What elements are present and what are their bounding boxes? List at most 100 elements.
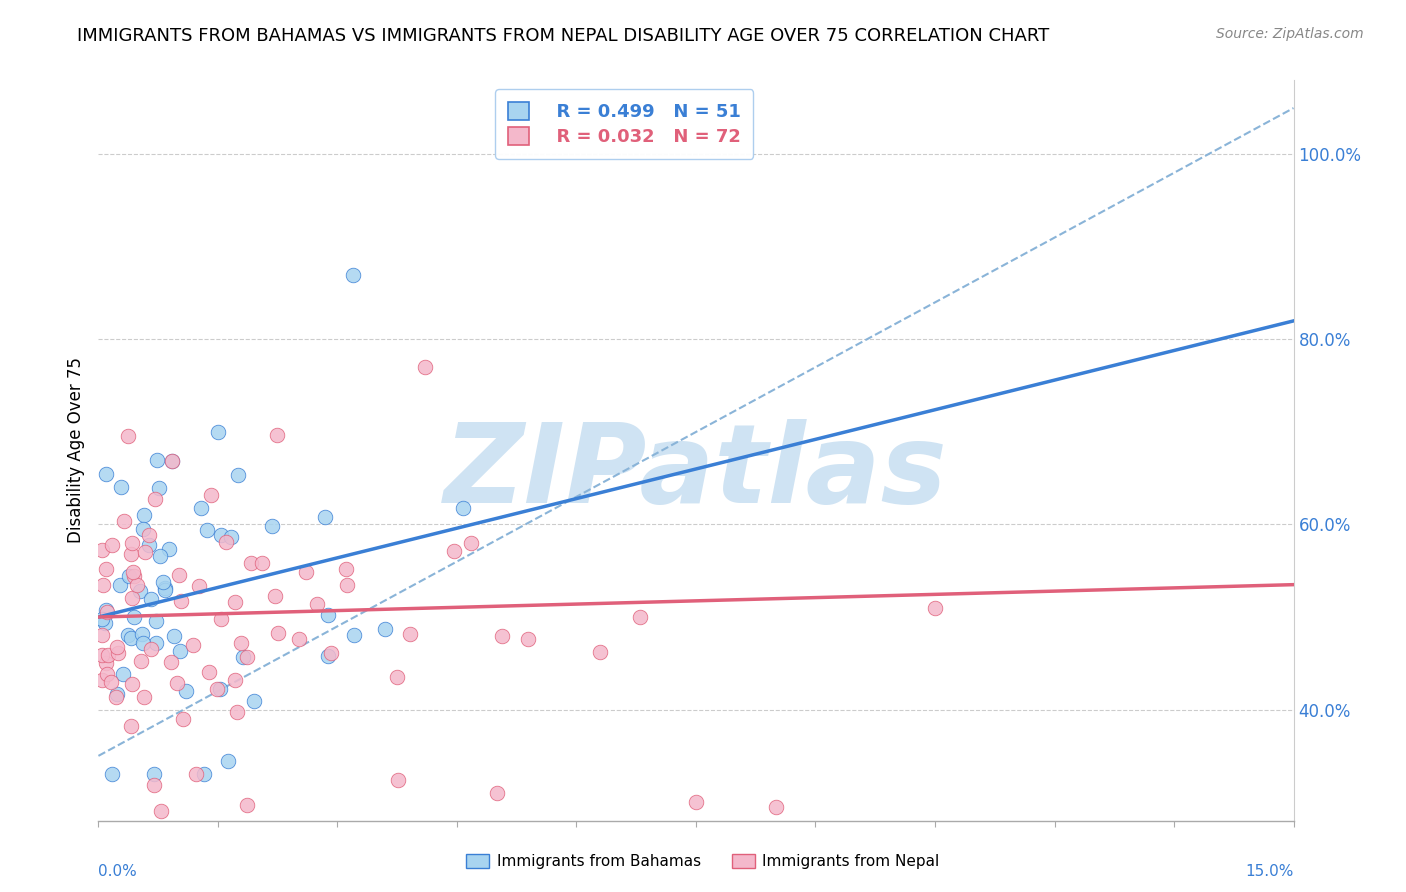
- Text: ZIPatlas: ZIPatlas: [444, 419, 948, 526]
- Point: [163, 628, 186, 642]
- Point: [589, 645, 612, 659]
- Point: [131, 636, 153, 650]
- Point: [91, 612, 114, 626]
- Point: [121, 677, 143, 691]
- Point: [209, 528, 232, 542]
- Point: [94, 467, 117, 481]
- Point: [167, 568, 190, 582]
- Point: [398, 627, 420, 641]
- Point: [224, 673, 246, 687]
- Point: [157, 541, 180, 556]
- Point: [190, 501, 212, 516]
- Point: [122, 565, 145, 579]
- Point: [215, 535, 238, 549]
- Point: [198, 665, 221, 679]
- Point: [169, 644, 191, 658]
- Point: [174, 683, 197, 698]
- Point: [148, 481, 170, 495]
- Point: [295, 565, 318, 579]
- Point: [453, 500, 475, 515]
- Point: [101, 538, 124, 552]
- Point: [316, 607, 339, 622]
- Point: [267, 625, 290, 640]
- Point: [336, 578, 359, 592]
- Y-axis label: Disability Age Over 75: Disability Age Over 75: [66, 358, 84, 543]
- Point: [149, 549, 172, 564]
- Point: [101, 767, 124, 781]
- Point: [236, 649, 259, 664]
- Point: [316, 649, 339, 664]
- Point: [229, 636, 252, 650]
- Point: [264, 589, 287, 603]
- Point: [110, 578, 132, 592]
- Point: [142, 767, 165, 781]
- Point: [105, 690, 128, 704]
- Point: [117, 628, 139, 642]
- Point: [170, 594, 193, 608]
- Text: 15.0%: 15.0%: [1246, 864, 1294, 880]
- Text: 0.0%: 0.0%: [98, 864, 138, 880]
- Point: [131, 626, 153, 640]
- Point: [184, 767, 207, 781]
- Point: [91, 673, 114, 688]
- Legend: Immigrants from Bahamas, Immigrants from Nepal: Immigrants from Bahamas, Immigrants from…: [460, 848, 946, 875]
- Point: [188, 579, 211, 593]
- Point: [122, 569, 145, 583]
- Point: [335, 562, 357, 576]
- Point: [460, 536, 482, 550]
- Point: [145, 491, 167, 506]
- Point: [319, 646, 342, 660]
- Point: [266, 428, 288, 442]
- Point: [224, 595, 246, 609]
- Point: [173, 712, 195, 726]
- Point: [232, 650, 254, 665]
- Point: [153, 582, 176, 597]
- Point: [252, 556, 274, 570]
- Point: [145, 636, 167, 650]
- Point: [100, 675, 122, 690]
- Point: [129, 584, 152, 599]
- Point: [240, 557, 263, 571]
- Point: [200, 488, 222, 502]
- Point: [120, 719, 142, 733]
- Point: [209, 612, 232, 626]
- Point: [193, 767, 215, 781]
- Point: [97, 648, 120, 662]
- Point: [145, 614, 167, 628]
- Point: [243, 693, 266, 707]
- Point: [765, 799, 787, 814]
- Point: [134, 690, 156, 705]
- Point: [120, 631, 142, 645]
- Point: [262, 519, 284, 533]
- Point: [107, 687, 129, 701]
- Point: [924, 600, 946, 615]
- Point: [134, 508, 156, 522]
- Point: [342, 268, 364, 282]
- Point: [166, 675, 188, 690]
- Point: [112, 667, 135, 681]
- Point: [124, 609, 146, 624]
- Point: [183, 638, 205, 652]
- Point: [121, 536, 143, 550]
- Point: [96, 605, 118, 619]
- Point: [146, 453, 169, 467]
- Point: [149, 805, 172, 819]
- Point: [491, 628, 513, 642]
- Point: [129, 654, 152, 668]
- Point: [91, 628, 114, 642]
- Point: [117, 428, 139, 442]
- Legend:   R = 0.499   N = 51,   R = 0.032   N = 72: R = 0.499 N = 51, R = 0.032 N = 72: [495, 89, 754, 159]
- Point: [685, 795, 707, 809]
- Point: [160, 454, 183, 468]
- Point: [94, 615, 117, 630]
- Point: [208, 681, 231, 696]
- Point: [385, 670, 408, 684]
- Point: [228, 468, 250, 483]
- Point: [107, 646, 129, 660]
- Point: [94, 656, 117, 670]
- Point: [443, 544, 465, 558]
- Text: IMMIGRANTS FROM BAHAMAS VS IMMIGRANTS FROM NEPAL DISABILITY AGE OVER 75 CORRELAT: IMMIGRANTS FROM BAHAMAS VS IMMIGRANTS FR…: [77, 27, 1050, 45]
- Point: [91, 542, 114, 557]
- Text: Source: ZipAtlas.com: Source: ZipAtlas.com: [1216, 27, 1364, 41]
- Point: [91, 578, 114, 592]
